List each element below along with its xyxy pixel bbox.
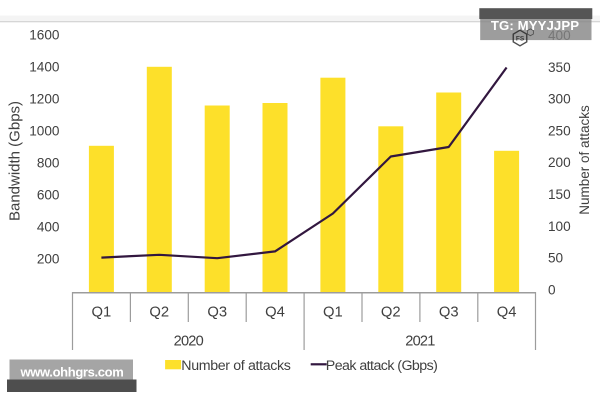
svg-text:Number of attacks: Number of attacks (181, 358, 290, 374)
svg-text:FS: FS (516, 35, 525, 42)
svg-text:Bandwidth (Gbps): Bandwidth (Gbps) (6, 101, 23, 221)
svg-text:Q3: Q3 (207, 305, 227, 321)
svg-text:2020: 2020 (174, 334, 204, 350)
svg-text:400: 400 (37, 220, 60, 235)
svg-text:1200: 1200 (29, 92, 60, 107)
svg-text:Q1: Q1 (92, 305, 112, 321)
svg-text:www.ohhgrs.com: www.ohhgrs.com (20, 365, 124, 380)
svg-text:1600: 1600 (29, 28, 60, 43)
svg-text:Q2: Q2 (149, 305, 169, 321)
svg-text:200: 200 (37, 252, 60, 267)
svg-text:Q3: Q3 (439, 305, 459, 321)
svg-text:350: 350 (548, 60, 571, 75)
svg-text:100: 100 (548, 219, 571, 234)
svg-text:Q4: Q4 (497, 305, 517, 321)
svg-text:1400: 1400 (29, 60, 60, 75)
svg-text:800: 800 (37, 156, 60, 171)
svg-text:300: 300 (548, 92, 571, 107)
svg-text:Number of attacks: Number of attacks (577, 105, 592, 215)
svg-text:150: 150 (548, 187, 571, 202)
svg-text:1000: 1000 (29, 124, 60, 139)
svg-text:Q4: Q4 (265, 305, 285, 321)
svg-text:Q1: Q1 (323, 305, 343, 321)
svg-text:2021: 2021 (405, 334, 435, 350)
svg-text:600: 600 (37, 188, 60, 203)
svg-text:0: 0 (548, 282, 556, 297)
svg-text:Q2: Q2 (381, 305, 401, 321)
svg-text:Peak attack (Gbps): Peak attack (Gbps) (326, 358, 438, 374)
svg-text:50: 50 (548, 251, 564, 266)
svg-text:TG: MYYJJPP: TG: MYYJJPP (491, 18, 579, 33)
svg-text:250: 250 (548, 123, 571, 138)
svg-text:200: 200 (548, 155, 571, 170)
